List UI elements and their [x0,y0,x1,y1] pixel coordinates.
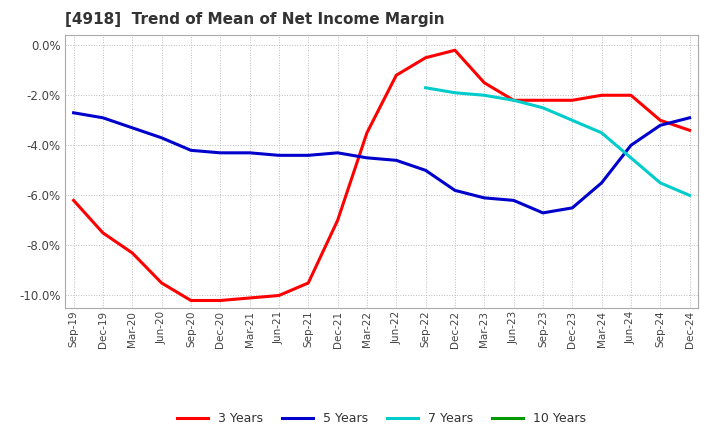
3 Years [216,298,225,303]
7 Years [480,93,489,98]
5 Years [333,150,342,155]
5 Years [128,125,137,130]
3 Years [509,98,518,103]
3 Years [480,80,489,85]
3 Years [626,93,635,98]
3 Years [598,93,606,98]
7 Years [656,180,665,186]
Line: 5 Years: 5 Years [73,113,690,213]
3 Years [99,230,107,235]
3 Years [69,198,78,203]
3 Years [685,128,694,133]
3 Years [186,298,195,303]
5 Years [451,188,459,193]
5 Years [186,148,195,153]
3 Years [304,280,312,286]
7 Years [626,155,635,161]
3 Years [392,73,400,78]
3 Years [128,250,137,256]
3 Years [274,293,283,298]
3 Years [363,130,372,136]
5 Years [304,153,312,158]
3 Years [568,98,577,103]
5 Years [421,168,430,173]
5 Years [363,155,372,161]
7 Years [451,90,459,95]
7 Years [685,193,694,198]
Legend: 3 Years, 5 Years, 7 Years, 10 Years: 3 Years, 5 Years, 7 Years, 10 Years [172,407,591,430]
7 Years [421,85,430,90]
3 Years [157,280,166,286]
5 Years [656,123,665,128]
5 Years [568,205,577,210]
7 Years [539,105,547,110]
3 Years [656,117,665,123]
3 Years [539,98,547,103]
5 Years [392,158,400,163]
5 Years [246,150,254,155]
7 Years [568,117,577,123]
5 Years [157,135,166,140]
3 Years [421,55,430,60]
5 Years [598,180,606,186]
5 Years [685,115,694,121]
Line: 7 Years: 7 Years [426,88,690,195]
5 Years [274,153,283,158]
5 Years [69,110,78,115]
5 Years [480,195,489,201]
5 Years [216,150,225,155]
7 Years [598,130,606,136]
5 Years [539,210,547,216]
3 Years [451,48,459,53]
7 Years [509,98,518,103]
5 Years [626,143,635,148]
5 Years [509,198,518,203]
Line: 3 Years: 3 Years [73,50,690,301]
3 Years [246,295,254,301]
Text: [4918]  Trend of Mean of Net Income Margin: [4918] Trend of Mean of Net Income Margi… [65,12,444,27]
3 Years [333,218,342,223]
5 Years [99,115,107,121]
